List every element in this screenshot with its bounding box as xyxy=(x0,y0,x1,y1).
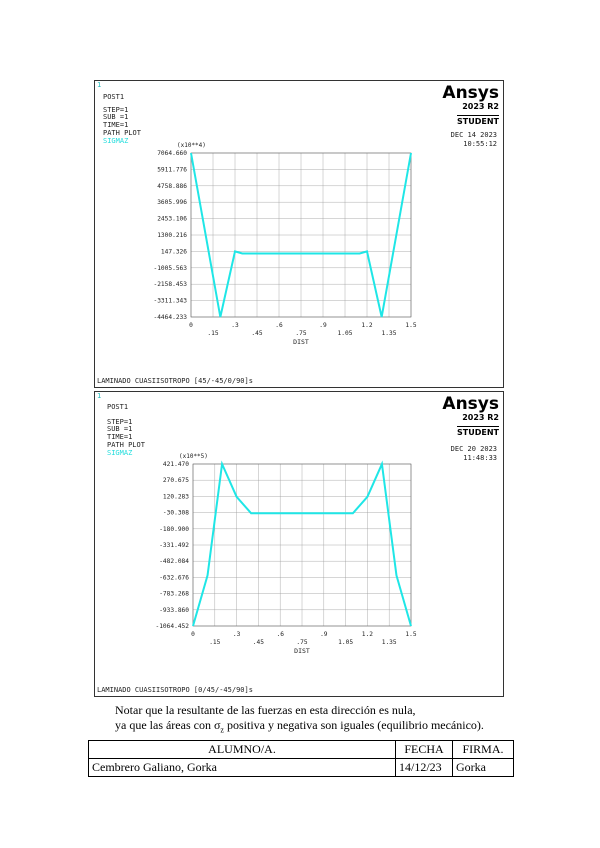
version-label: 2023 R2 xyxy=(462,102,499,111)
plot-frame xyxy=(190,152,412,318)
y-tick-label: 5911.776 xyxy=(157,166,187,173)
x-tick-label: .45 xyxy=(251,330,262,337)
ansys-logo: Ansys xyxy=(442,394,499,414)
path-plot-label: PATH PLOT xyxy=(107,441,145,449)
ansys-logo: Ansys xyxy=(442,83,499,103)
y-tick-label: 120.283 xyxy=(163,493,189,500)
student-signature: Gorka xyxy=(452,758,514,777)
y-tick-label: -180.900 xyxy=(159,526,189,533)
sigmaz-line xyxy=(192,460,412,627)
y-tick-label: -783.268 xyxy=(159,591,189,598)
ansys-plot-panel-1: 1 POST1 STEP=1 SUB =1 TIME=1 PATH PLOT S… xyxy=(94,80,504,388)
y-tick-label: 4758.886 xyxy=(157,183,187,190)
multiplier-label: (x10**5) xyxy=(179,453,208,460)
sub-label: SUB =1 xyxy=(103,113,129,121)
x-axis-label: DIST xyxy=(293,338,309,346)
x-tick-label: .3 xyxy=(231,322,239,329)
time-stamp: 11:48:33 xyxy=(463,454,497,462)
x-tick-label: .75 xyxy=(295,330,306,337)
student-name: Cembrero Galiano, Gorka xyxy=(88,758,396,777)
post-label: POST1 xyxy=(107,403,129,411)
variable-label: SIGMAZ xyxy=(107,449,133,457)
y-tick-label: -4464.233 xyxy=(153,314,187,321)
sub-label: SUB =1 xyxy=(107,425,133,433)
laminate-footer: LAMINADO CUASIISOTROPO [0/45/-45/90]s xyxy=(97,686,253,694)
x-tick-label: 1.05 xyxy=(338,639,353,646)
student-label: STUDENT xyxy=(457,426,499,437)
date-label: DEC 20 2023 xyxy=(450,445,497,453)
x-tick-label: .75 xyxy=(296,639,307,646)
y-tick-label: 147.326 xyxy=(161,248,187,255)
x-tick-label: .15 xyxy=(209,639,220,646)
date-label: DEC 14 2023 xyxy=(450,131,497,139)
y-tick-label: -632.676 xyxy=(159,574,189,581)
chart-sigmaz-1: (x10**4)7064.660 5911.776 4758.886 3605.996… xyxy=(153,142,416,346)
y-tick-label: 421.470 xyxy=(163,461,189,468)
x-tick-label: 1.35 xyxy=(382,330,397,337)
x-axis-label: DIST xyxy=(294,647,310,655)
y-tick-label: -1064.452 xyxy=(155,623,189,630)
date-header: FECHA xyxy=(395,740,453,759)
plot-frame xyxy=(192,463,412,627)
y-tick-label: -3311.343 xyxy=(153,298,187,305)
x-tick-label: 1.05 xyxy=(338,330,353,337)
x-tick-label: 1.5 xyxy=(405,631,416,638)
x-tick-label: 0 xyxy=(191,631,195,638)
time-stamp: 10:55:12 xyxy=(463,140,497,148)
y-tick-label: 1300.216 xyxy=(157,232,187,239)
x-tick-label: 1.2 xyxy=(362,631,373,638)
x-tick-label: 1.5 xyxy=(405,322,416,329)
x-tick-label: 1.35 xyxy=(382,639,397,646)
x-tick-label: 0 xyxy=(189,322,193,329)
note-line-2: ya que las áreas con σz positiva y negat… xyxy=(115,718,484,735)
y-tick-label: 3605.996 xyxy=(157,199,187,206)
y-tick-label: 7064.660 xyxy=(157,150,187,157)
x-tick-label: .3 xyxy=(233,631,241,638)
x-tick-label: 1.2 xyxy=(361,322,372,329)
y-tick-label: 270.675 xyxy=(163,477,189,484)
chart-sigmaz-2: (x10**5)421.470 270.675 120.283 -30.308 -180… xyxy=(155,453,416,655)
multiplier-label: (x10**4) xyxy=(177,142,206,149)
step-label: STEP=1 xyxy=(107,418,133,426)
y-tick-label: -933.860 xyxy=(159,607,189,614)
y-tick-label: -2158.453 xyxy=(153,281,187,288)
signature-table: ALUMNO/A. FECHA FIRMA. Cembrero Galiano,… xyxy=(88,740,514,777)
sigmaz-line xyxy=(190,152,412,318)
ansys-plot-panel-2: 1 POST1 STEP=1 SUB =1 TIME=1 PATH PLOT S… xyxy=(94,391,504,697)
post-label: POST1 xyxy=(103,93,125,101)
signature-header: FIRMA. xyxy=(452,740,514,759)
version-label: 2023 R2 xyxy=(462,413,499,422)
x-tick-label: .9 xyxy=(320,631,328,638)
y-tick-label: 2453.106 xyxy=(157,216,187,223)
student-header: ALUMNO/A. xyxy=(88,740,396,759)
step-label: STEP=1 xyxy=(103,106,129,114)
submission-date: 14/12/23 xyxy=(395,758,453,777)
laminate-footer: LAMINADO CUASIISOTROPO [45/-45/0/90]s xyxy=(97,377,253,385)
y-tick-label: -1005.563 xyxy=(153,265,187,272)
time-label: TIME=1 xyxy=(103,121,129,129)
y-tick-label: -30.308 xyxy=(163,510,189,517)
x-tick-label: .6 xyxy=(275,322,283,329)
x-tick-label: .6 xyxy=(276,631,284,638)
y-tick-label: -331.492 xyxy=(159,542,189,549)
y-tick-label: -482.084 xyxy=(159,558,189,565)
time-label: TIME=1 xyxy=(107,433,133,441)
x-tick-label: .45 xyxy=(253,639,264,646)
x-tick-label: .9 xyxy=(319,322,327,329)
student-label: STUDENT xyxy=(457,115,499,126)
note-line-1: Notar que la resultante de las fuerzas e… xyxy=(115,703,416,717)
variable-label: SIGMAZ xyxy=(103,137,129,145)
path-plot-label: PATH PLOT xyxy=(103,129,141,137)
x-tick-label: .15 xyxy=(207,330,218,337)
